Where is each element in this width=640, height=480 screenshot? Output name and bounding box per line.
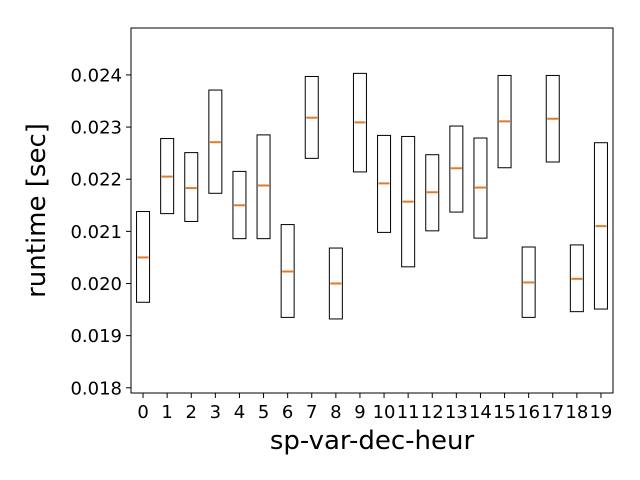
box-6 [280, 224, 295, 318]
box-15 [497, 74, 512, 169]
box-16 [521, 246, 536, 318]
x-tick-label: 18 [565, 402, 588, 423]
y-tick-label: 0.022 [70, 170, 122, 191]
box-11 [401, 135, 416, 268]
x-tick-label: 12 [421, 402, 444, 423]
x-axis: 0 1 2 3 4 5 6 7 8 9 10 11 12 13 14 15 16 17 18 19 [137, 393, 612, 423]
box-9 [352, 72, 367, 173]
x-tick-label: 0 [137, 402, 148, 423]
x-tick-label: 7 [306, 402, 317, 423]
box-10 [377, 134, 392, 233]
box-2 [184, 152, 199, 222]
x-tick-label: 1 [161, 402, 172, 423]
x-tick-label: 5 [258, 402, 269, 423]
x-tick-label: 10 [373, 402, 396, 423]
boxes-group [136, 72, 608, 320]
y-tick-label: 0.024 [70, 65, 122, 86]
box-8 [328, 247, 343, 320]
y-axis: 0.018 0.019 0.020 0.021 0.022 0.023 0.024 [70, 65, 131, 399]
box-0 [136, 211, 151, 303]
x-tick-label: 13 [445, 402, 468, 423]
x-tick-label: 8 [330, 402, 341, 423]
x-tick-label: 3 [210, 402, 221, 423]
box-7 [304, 75, 319, 159]
box-3 [208, 89, 223, 194]
x-tick-label: 9 [354, 402, 365, 423]
y-tick-label: 0.021 [70, 222, 122, 243]
y-tick-label: 0.023 [70, 118, 122, 139]
x-tick-label: 15 [493, 402, 516, 423]
x-axis-label: sp-var-dec-heur [270, 426, 475, 456]
y-tick-label: 0.018 [70, 378, 122, 399]
x-tick-label: 6 [282, 402, 293, 423]
box-17 [545, 74, 560, 163]
x-tick-label: 2 [186, 402, 197, 423]
x-tick-label: 11 [397, 402, 420, 423]
x-tick-label: 19 [589, 402, 612, 423]
x-tick-label: 17 [541, 402, 564, 423]
box-4 [232, 170, 247, 240]
y-tick-label: 0.020 [70, 274, 122, 295]
x-tick-label: 16 [517, 402, 540, 423]
plot-frame [130, 27, 614, 394]
box-18 [569, 244, 584, 313]
box-19 [593, 142, 608, 310]
x-tick-label: 4 [234, 402, 245, 423]
box-12 [425, 154, 440, 232]
x-tick-label: 14 [469, 402, 492, 423]
box-13 [449, 125, 464, 213]
y-tick-label: 0.019 [70, 326, 122, 347]
box-14 [473, 137, 488, 239]
box-5 [256, 134, 271, 240]
box-1 [160, 138, 175, 215]
y-axis-label: runtime [sec] [22, 123, 52, 298]
